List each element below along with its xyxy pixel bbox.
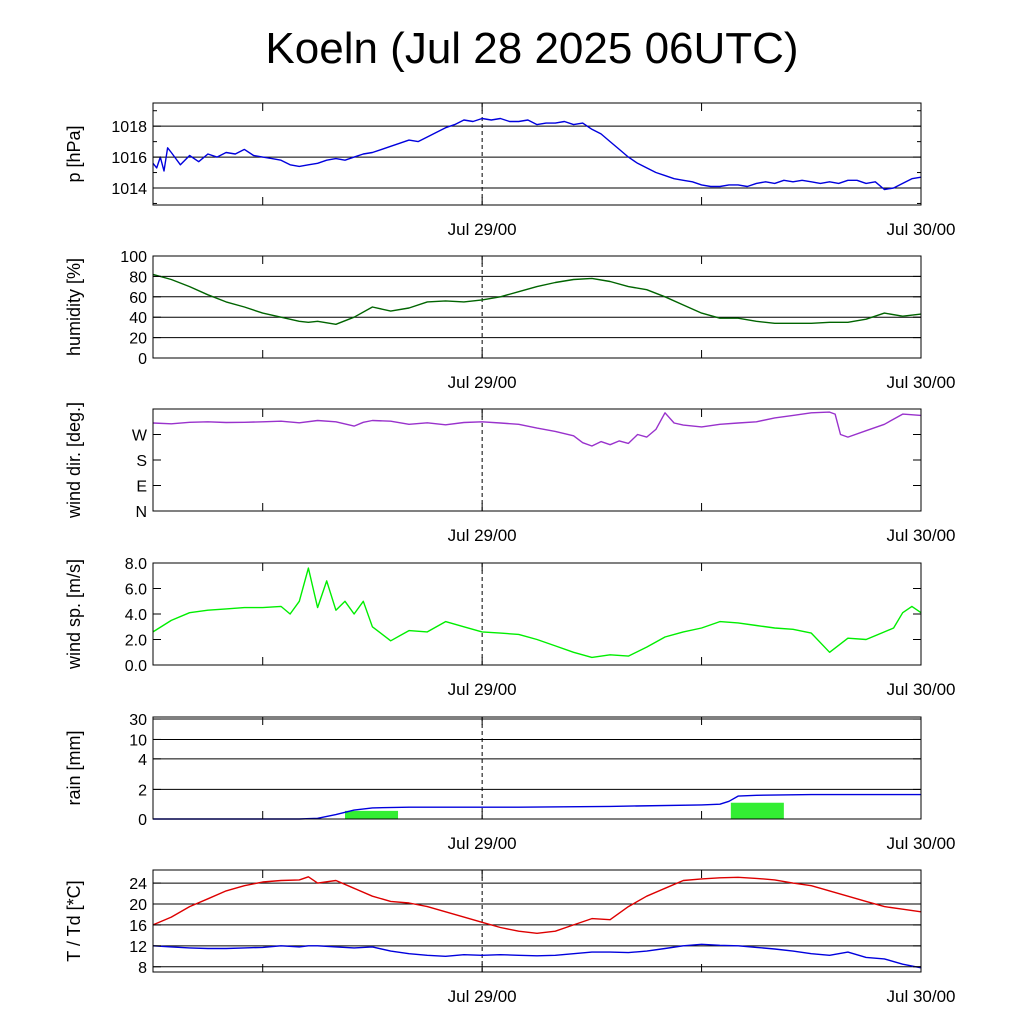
ytick-label-1-1: 20 — [129, 331, 147, 348]
series-line-4-0 — [153, 793, 921, 820]
ytick-label-4-2: 4 — [138, 752, 147, 769]
ytick-label-5-3: 20 — [129, 897, 147, 914]
chart-title: Koeln (Jul 28 2025 06UTC) — [265, 24, 799, 73]
series-line-0-0 — [152, 117, 922, 191]
plot-frame-1 — [152, 255, 922, 359]
ytick-label-2-3: W — [132, 428, 148, 445]
plot-frame-3 — [152, 562, 922, 666]
rain-bar-0 — [345, 810, 399, 819]
xtick-label-1-1: Jul 30/00 — [887, 373, 956, 392]
series-line-2-0 — [152, 411, 922, 447]
ytick-label-0-1: 1016 — [111, 150, 147, 167]
ytick-label-5-4: 24 — [129, 876, 147, 893]
ytick-label-1-5: 100 — [120, 249, 147, 266]
xtick-label-3-0: Jul 29/00 — [448, 680, 517, 699]
y-axis-label-0: p [hPa] — [64, 125, 84, 182]
series-line-5-0 — [152, 876, 922, 934]
ytick-label-5-1: 12 — [129, 939, 147, 956]
xtick-label-4-0: Jul 29/00 — [448, 834, 517, 853]
xtick-label-4-1: Jul 30/00 — [887, 834, 956, 853]
ytick-label-0-0: 1014 — [111, 181, 147, 198]
y-axis-label-5: T / Td [*C] — [64, 880, 84, 961]
plot-frame-0 — [152, 102, 922, 206]
xtick-label-0-1: Jul 30/00 — [887, 220, 956, 239]
xtick-label-5-1: Jul 30/00 — [887, 987, 956, 1006]
ytick-label-4-1: 2 — [138, 782, 147, 799]
ytick-label-2-1: E — [136, 479, 147, 496]
ytick-label-4-3: 10 — [129, 732, 147, 749]
ytick-label-4-0: 0 — [138, 812, 147, 829]
ytick-label-3-3: 6.0 — [125, 582, 147, 599]
xtick-label-2-0: Jul 29/00 — [448, 526, 517, 545]
ytick-label-3-2: 4.0 — [125, 607, 147, 624]
series-line-3-0 — [152, 567, 922, 659]
xtick-label-2-1: Jul 30/00 — [887, 526, 956, 545]
ytick-label-4-4: 30 — [129, 712, 147, 729]
ytick-label-1-3: 60 — [129, 290, 147, 307]
ytick-label-5-2: 16 — [129, 918, 147, 935]
xtick-label-3-1: Jul 30/00 — [887, 680, 956, 699]
xtick-label-1-0: Jul 29/00 — [448, 373, 517, 392]
ytick-label-2-2: S — [136, 453, 147, 470]
ytick-label-1-4: 80 — [129, 269, 147, 286]
plot-frame-2 — [152, 408, 922, 512]
series-line-1-0 — [152, 273, 922, 325]
rain-bar-1 — [730, 802, 784, 819]
ytick-label-3-0: 0.0 — [125, 658, 147, 675]
ytick-label-2-0: N — [135, 504, 147, 521]
ytick-label-1-2: 40 — [129, 310, 147, 327]
ytick-label-3-1: 2.0 — [125, 633, 147, 650]
y-axis-label-4: rain [mm] — [64, 730, 84, 805]
y-axis-label-3: wind sp. [m/s] — [64, 559, 84, 670]
series-line-5-1 — [152, 943, 922, 969]
ytick-label-1-0: 0 — [138, 351, 147, 368]
plot-frame-5 — [152, 869, 922, 973]
plot-frame-4 — [152, 716, 922, 820]
y-axis-label-2: wind dir. [deg.] — [64, 402, 84, 519]
y-axis-label-1: humidity [%] — [64, 258, 84, 356]
ytick-label-0-2: 1018 — [111, 119, 147, 136]
ytick-label-3-4: 8.0 — [125, 556, 147, 573]
xtick-label-5-0: Jul 29/00 — [448, 987, 517, 1006]
ytick-label-5-0: 8 — [138, 960, 147, 977]
xtick-label-0-0: Jul 29/00 — [448, 220, 517, 239]
